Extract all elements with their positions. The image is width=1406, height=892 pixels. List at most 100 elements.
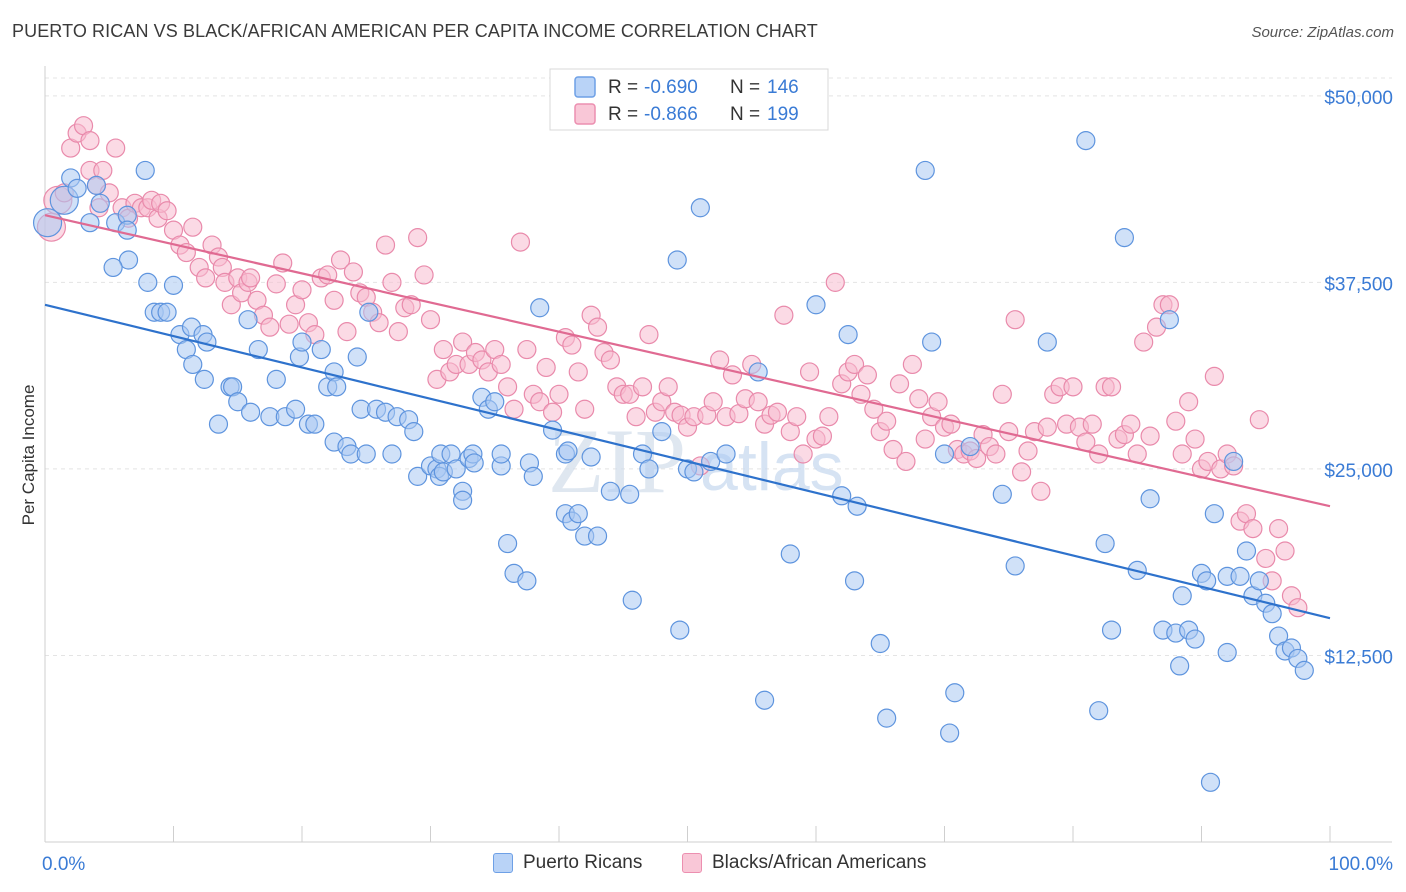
data-point-puerto-ricans bbox=[32, 208, 63, 238]
data-point-puerto-ricans bbox=[408, 466, 428, 486]
data-point-puerto-ricans bbox=[135, 160, 155, 181]
data-point-puerto-ricans bbox=[1262, 604, 1282, 624]
data-point-blacks bbox=[1185, 429, 1205, 449]
data-point-blacks bbox=[1140, 426, 1160, 446]
data-point-blacks bbox=[896, 451, 916, 472]
legend-swatch-pink bbox=[574, 103, 596, 125]
data-point-puerto-ricans bbox=[498, 533, 518, 554]
data-point-blacks bbox=[748, 392, 768, 412]
data-point-blacks bbox=[902, 354, 922, 375]
data-point-puerto-ricans bbox=[1224, 451, 1244, 472]
data-point-puerto-ricans bbox=[780, 544, 800, 564]
data-point-blacks bbox=[1011, 462, 1032, 482]
data-point-puerto-ricans bbox=[922, 332, 942, 352]
data-point-blacks bbox=[324, 290, 344, 310]
data-point-puerto-ricans bbox=[118, 250, 139, 270]
data-point-blacks bbox=[600, 350, 621, 370]
data-point-blacks bbox=[562, 335, 582, 355]
data-point-blacks bbox=[279, 314, 299, 334]
data-point-puerto-ricans bbox=[622, 590, 642, 610]
data-point-blacks bbox=[883, 439, 903, 460]
data-point-blacks bbox=[1275, 541, 1295, 561]
data-point-puerto-ricans bbox=[870, 633, 890, 654]
data-point-puerto-ricans bbox=[1172, 586, 1192, 606]
data-point-blacks bbox=[1268, 519, 1289, 539]
data-point-puerto-ricans bbox=[347, 347, 367, 367]
data-point-blacks bbox=[343, 262, 363, 282]
data-point-blacks bbox=[825, 272, 845, 292]
data-point-blacks bbox=[1166, 411, 1186, 431]
data-point-blacks bbox=[375, 235, 396, 255]
data-point-blacks bbox=[106, 138, 126, 158]
data-point-puerto-ricans bbox=[600, 481, 621, 501]
y-tick-label: $25,000 bbox=[1324, 461, 1393, 482]
data-point-blacks bbox=[819, 407, 839, 427]
data-point-puerto-ricans bbox=[558, 441, 578, 461]
y-tick-label: $50,000 bbox=[1324, 88, 1393, 109]
data-point-puerto-ricans bbox=[1230, 566, 1250, 586]
data-point-puerto-ricans bbox=[530, 298, 550, 318]
data-point-blacks bbox=[510, 232, 531, 252]
data-point-puerto-ricans bbox=[1037, 332, 1057, 352]
x-tick-labels: 0.0% 100.0% bbox=[42, 854, 1393, 875]
data-point-puerto-ricans bbox=[838, 325, 858, 345]
legend-item-blacks[interactable]: Blacks/African Americans bbox=[682, 852, 926, 874]
source-label: Source: ZipAtlas.com bbox=[1251, 24, 1394, 41]
data-point-puerto-ricans bbox=[157, 302, 177, 322]
data-point-puerto-ricans bbox=[67, 178, 87, 198]
data-point-blacks bbox=[928, 392, 948, 412]
legend-n-label-2: N = bbox=[730, 104, 760, 125]
data-point-puerto-ricans bbox=[311, 339, 331, 360]
data-point-blacks bbox=[1037, 417, 1057, 437]
data-point-puerto-ricans bbox=[716, 444, 736, 464]
data-point-blacks bbox=[157, 201, 177, 221]
data-point-blacks bbox=[986, 444, 1006, 464]
data-point-blacks bbox=[1134, 332, 1154, 352]
data-point-puerto-ricans bbox=[356, 444, 376, 464]
legend-label-puerto-ricans: Puerto Ricans bbox=[523, 852, 643, 873]
data-point-puerto-ricans bbox=[183, 354, 203, 375]
data-point-puerto-ricans bbox=[138, 272, 158, 292]
legend-swatch-blue bbox=[574, 76, 596, 98]
legend-r-value-2: -0.866 bbox=[644, 104, 698, 125]
data-point-puerto-ricans bbox=[90, 193, 110, 213]
data-point-puerto-ricans bbox=[620, 484, 640, 504]
data-point-puerto-ricans bbox=[690, 198, 710, 218]
data-point-blacks bbox=[408, 228, 428, 248]
legend-r-label-2: R = bbox=[608, 104, 638, 125]
data-point-puerto-ricans bbox=[847, 496, 867, 516]
data-point-puerto-ricans bbox=[80, 213, 100, 233]
data-point-blacks bbox=[504, 399, 524, 419]
data-point-blacks bbox=[909, 389, 929, 409]
data-point-blacks bbox=[420, 310, 441, 330]
data-point-blacks bbox=[292, 280, 312, 300]
data-point-puerto-ricans bbox=[523, 466, 543, 486]
data-point-blacks bbox=[382, 272, 402, 292]
data-point-puerto-ricans bbox=[453, 490, 473, 510]
data-point-blacks bbox=[587, 317, 608, 337]
data-point-puerto-ricans bbox=[992, 484, 1012, 504]
data-point-puerto-ricans bbox=[1185, 629, 1205, 649]
data-point-blacks bbox=[844, 354, 865, 375]
legend-item-puerto-ricans[interactable]: Puerto Ricans bbox=[493, 852, 642, 874]
data-point-blacks bbox=[453, 332, 473, 352]
chart-title: PUERTO RICAN VS BLACK/AFRICAN AMERICAN P… bbox=[12, 21, 818, 41]
legend-r-value-1: -0.690 bbox=[644, 77, 698, 98]
data-point-blacks bbox=[183, 217, 203, 237]
data-point-puerto-ricans bbox=[1249, 571, 1269, 591]
data-point-blacks bbox=[632, 377, 653, 397]
data-point-blacks bbox=[1243, 519, 1263, 539]
trendline-puerto-ricans bbox=[44, 303, 1331, 620]
data-point-puerto-ricans bbox=[382, 444, 402, 464]
data-point-puerto-ricans bbox=[241, 402, 261, 422]
y-tick-label: $12,500 bbox=[1324, 647, 1393, 668]
data-point-puerto-ricans bbox=[1159, 310, 1179, 330]
data-point-blacks bbox=[491, 354, 511, 375]
data-point-blacks bbox=[889, 374, 910, 394]
data-point-puerto-ricans bbox=[806, 295, 826, 315]
data-point-puerto-ricans bbox=[404, 422, 424, 442]
data-point-blacks bbox=[517, 339, 537, 360]
data-point-puerto-ricans bbox=[832, 486, 852, 506]
data-point-puerto-ricans bbox=[1140, 489, 1160, 509]
legend-n-value-1: 146 bbox=[767, 77, 799, 98]
